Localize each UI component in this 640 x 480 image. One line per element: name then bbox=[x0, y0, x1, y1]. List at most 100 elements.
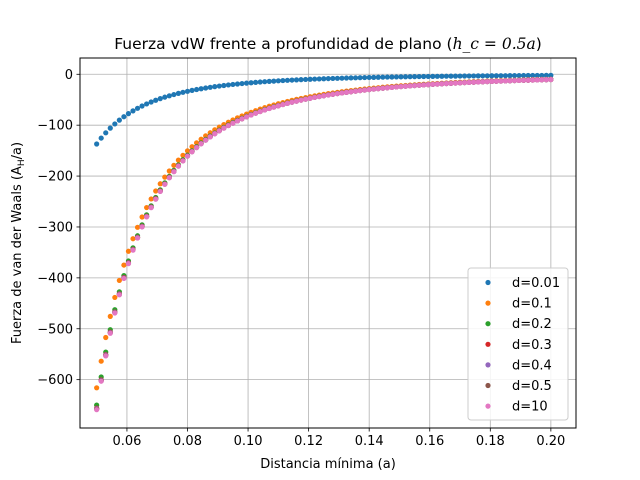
data-point bbox=[352, 88, 359, 94]
data-point bbox=[371, 86, 377, 92]
data-point bbox=[239, 80, 245, 87]
plot-points bbox=[94, 72, 554, 413]
data-point bbox=[380, 85, 386, 91]
data-point bbox=[366, 86, 372, 93]
data-point bbox=[530, 72, 536, 79]
data-point bbox=[471, 79, 477, 85]
data-point bbox=[203, 137, 209, 143]
data-point bbox=[134, 235, 141, 241]
data-point bbox=[357, 75, 363, 81]
data-point bbox=[457, 80, 463, 86]
data-point bbox=[280, 77, 286, 84]
data-point bbox=[198, 86, 204, 92]
data-point bbox=[234, 81, 241, 87]
series-d=0.01 bbox=[94, 72, 554, 147]
data-point bbox=[298, 97, 304, 103]
data-point bbox=[243, 80, 250, 86]
data-point bbox=[121, 275, 127, 282]
data-point bbox=[389, 84, 395, 90]
legend: d=0.01 d=0.1 d=0.2 d=0.3 d=0.4 d=0.5 d=10 bbox=[467, 267, 569, 421]
data-point bbox=[348, 89, 354, 95]
data-point bbox=[230, 120, 236, 126]
data-point bbox=[157, 181, 163, 187]
data-point bbox=[289, 77, 295, 83]
data-point bbox=[498, 78, 504, 84]
data-point bbox=[293, 77, 300, 83]
legend-marker bbox=[485, 321, 491, 327]
data-point bbox=[180, 89, 186, 95]
legend-label: d=0.1 bbox=[512, 297, 552, 312]
data-point bbox=[525, 77, 531, 83]
data-point bbox=[330, 91, 336, 97]
data-point bbox=[511, 72, 518, 79]
data-point bbox=[398, 83, 404, 90]
legend-marker bbox=[485, 279, 491, 286]
data-point bbox=[162, 174, 168, 180]
data-point bbox=[103, 130, 109, 136]
data-point bbox=[321, 93, 327, 99]
data-point bbox=[116, 277, 122, 284]
data-point bbox=[166, 175, 172, 181]
data-point bbox=[139, 214, 145, 220]
data-point bbox=[203, 85, 209, 91]
data-point bbox=[107, 313, 113, 319]
data-point bbox=[421, 82, 427, 88]
data-point bbox=[516, 77, 522, 84]
data-point bbox=[475, 73, 481, 79]
data-point bbox=[112, 294, 118, 301]
data-point bbox=[402, 74, 409, 80]
data-point bbox=[316, 93, 322, 100]
data-point bbox=[416, 73, 422, 80]
data-point bbox=[484, 73, 490, 79]
data-point bbox=[289, 99, 295, 105]
data-point bbox=[216, 128, 222, 134]
data-point bbox=[221, 82, 227, 89]
data-point bbox=[139, 103, 145, 109]
y-ticks: 0 −100 −200 −300 −400 −500 −600 bbox=[37, 68, 80, 388]
data-point bbox=[94, 385, 100, 391]
data-point bbox=[98, 378, 104, 384]
x-tick-label: 0.14 bbox=[355, 434, 384, 449]
data-point bbox=[316, 76, 322, 82]
data-point bbox=[162, 181, 168, 187]
data-point bbox=[307, 76, 313, 82]
data-point bbox=[498, 73, 504, 79]
data-point bbox=[234, 118, 241, 124]
x-tick-label: 0.12 bbox=[294, 434, 323, 449]
data-point bbox=[207, 134, 213, 140]
x-axis-label: Distancia mínima (a) bbox=[260, 457, 396, 472]
x-tick-label: 0.20 bbox=[536, 434, 565, 449]
data-point bbox=[384, 74, 390, 80]
data-point bbox=[480, 79, 486, 85]
data-point bbox=[312, 76, 318, 82]
data-point bbox=[175, 157, 182, 163]
data-point bbox=[452, 73, 459, 79]
data-point bbox=[212, 84, 218, 90]
data-point bbox=[448, 80, 454, 86]
data-point bbox=[94, 141, 100, 147]
data-point bbox=[184, 88, 191, 94]
legend-label: d=0.3 bbox=[512, 338, 552, 353]
x-tick-label: 0.08 bbox=[173, 434, 202, 449]
data-point bbox=[521, 72, 527, 79]
data-point bbox=[302, 76, 309, 83]
data-point bbox=[339, 90, 345, 96]
data-point bbox=[103, 353, 109, 359]
legend-label: d=0.4 bbox=[512, 358, 552, 373]
data-point bbox=[262, 79, 268, 85]
data-point bbox=[471, 73, 477, 79]
data-point bbox=[525, 72, 531, 79]
x-tick-label: 0.10 bbox=[234, 434, 263, 449]
data-point bbox=[507, 73, 513, 79]
data-point bbox=[534, 77, 540, 83]
legend-marker bbox=[485, 300, 491, 306]
data-point bbox=[380, 74, 386, 80]
data-point bbox=[98, 135, 104, 141]
data-point bbox=[148, 196, 154, 202]
data-point bbox=[325, 92, 331, 98]
data-point bbox=[484, 78, 490, 85]
data-point bbox=[325, 75, 331, 82]
y-tick-label: −200 bbox=[37, 170, 73, 185]
data-point bbox=[421, 73, 427, 80]
x-tick-label: 0.16 bbox=[415, 434, 444, 449]
